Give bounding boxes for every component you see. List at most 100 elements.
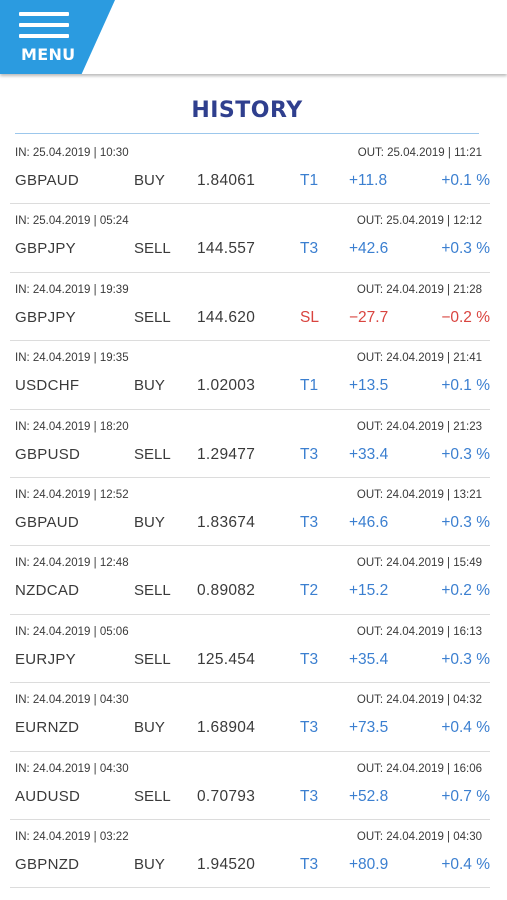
currency-pair: EURNZD xyxy=(15,719,80,737)
percent-result: +0.2 % xyxy=(441,582,490,600)
trade-row[interactable]: IN: 24.04.2019 | 05:06 OUT: 24.04.2019 | … xyxy=(10,615,490,684)
trade-row[interactable]: IN: 24.04.2019 | 18:20 OUT: 24.04.2019 | … xyxy=(10,410,490,478)
entry-price: 144.557 xyxy=(197,240,256,258)
target-level: T3 xyxy=(300,650,319,668)
trade-row[interactable]: IN: 25.04.2019 | 05:24 OUT: 25.04.2019 | … xyxy=(10,204,490,273)
entry-price: 1.29477 xyxy=(197,445,256,463)
currency-pair: GBPJPY xyxy=(15,308,76,326)
menu-button[interactable]: MENU xyxy=(0,0,115,74)
pips-result: +35.4 xyxy=(349,650,389,668)
entry-time: IN: 25.04.2019 | 05:24 xyxy=(15,215,129,228)
trade-row[interactable]: IN: 24.04.2019 | 19:35 OUT: 24.04.2019 | … xyxy=(10,341,490,410)
entry-price: 1.94520 xyxy=(197,855,256,873)
currency-pair: USDCHF xyxy=(15,377,80,395)
entry-time: IN: 24.04.2019 | 04:30 xyxy=(15,694,129,707)
exit-time: OUT: 25.04.2019 | 11:21 xyxy=(357,147,482,159)
trade-side: SELL xyxy=(134,582,171,600)
target-level: T1 xyxy=(300,377,319,395)
percent-result: +0.3 % xyxy=(441,513,490,531)
pips-result: −27.7 xyxy=(349,308,389,326)
percent-result: −0.2 % xyxy=(441,308,490,326)
pips-result: +52.8 xyxy=(349,787,389,805)
currency-pair: GBPJPY xyxy=(15,240,76,258)
target-level: T3 xyxy=(300,445,319,463)
target-level: SL xyxy=(300,308,319,326)
menu-label: MENU xyxy=(21,45,76,64)
pips-result: +46.6 xyxy=(349,513,389,531)
entry-time: IN: 24.04.2019 | 19:35 xyxy=(15,352,129,365)
percent-result: +0.7 % xyxy=(441,787,490,805)
page-title: HISTORY xyxy=(191,98,303,123)
top-bar: MENU xyxy=(0,0,507,74)
pips-result: +11.8 xyxy=(349,172,388,189)
pips-result: +33.4 xyxy=(349,445,389,463)
entry-price: 1.68904 xyxy=(197,719,256,737)
percent-result: +0.3 % xyxy=(441,445,490,463)
target-level: T1 xyxy=(300,172,319,189)
target-level: T3 xyxy=(300,855,319,873)
entry-price: 0.89082 xyxy=(197,582,256,600)
percent-result: +0.4 % xyxy=(441,719,490,737)
target-level: T3 xyxy=(300,719,319,737)
trade-history-list: IN: 25.04.2019 | 10:30 OUT: 25.04.2019 | … xyxy=(0,136,507,889)
trade-side: BUY xyxy=(134,172,165,189)
entry-price: 1.84061 xyxy=(197,172,256,189)
exit-time: OUT: 24.04.2019 | 04:32 xyxy=(356,694,482,707)
percent-result: +0.3 % xyxy=(441,240,490,258)
exit-time: OUT: 24.04.2019 | 13:21 xyxy=(356,488,482,501)
percent-result: +0.1 % xyxy=(441,172,490,189)
exit-time: OUT: 24.04.2019 | 21:28 xyxy=(356,283,482,296)
currency-pair: EURJPY xyxy=(15,650,76,668)
entry-time: IN: 24.04.2019 | 12:52 xyxy=(15,488,129,501)
pips-result: +73.5 xyxy=(349,719,389,737)
title-divider xyxy=(15,133,479,134)
entry-time: IN: 24.04.2019 | 04:30 xyxy=(15,762,129,775)
target-level: T3 xyxy=(300,513,319,531)
trade-side: SELL xyxy=(134,787,171,805)
exit-time: OUT: 24.04.2019 | 16:13 xyxy=(356,625,482,638)
currency-pair: NZDCAD xyxy=(15,582,80,600)
entry-price: 1.83674 xyxy=(197,513,256,531)
entry-price: 125.454 xyxy=(197,650,256,668)
trade-side: BUY xyxy=(134,377,165,395)
trade-row[interactable]: IN: 24.04.2019 | 03:22 OUT: 24.04.2019 | … xyxy=(10,820,490,889)
entry-time: IN: 25.04.2019 | 10:30 xyxy=(15,147,129,159)
entry-time: IN: 24.04.2019 | 05:06 xyxy=(15,625,129,638)
trade-side: SELL xyxy=(134,445,171,463)
percent-result: +0.1 % xyxy=(441,377,490,395)
pips-result: +15.2 xyxy=(349,582,389,600)
pips-result: +80.9 xyxy=(349,855,389,873)
pips-result: +13.5 xyxy=(349,377,389,395)
exit-time: OUT: 24.04.2019 | 04:30 xyxy=(356,830,482,843)
trade-row[interactable]: IN: 24.04.2019 | 12:48 OUT: 24.04.2019 | … xyxy=(10,546,490,615)
trade-row[interactable]: IN: 24.04.2019 | 12:52 OUT: 24.04.2019 | … xyxy=(10,478,490,547)
trade-side: BUY xyxy=(134,719,165,737)
trade-side: SELL xyxy=(134,240,171,258)
trade-side: BUY xyxy=(134,513,165,531)
entry-time: IN: 24.04.2019 | 03:22 xyxy=(15,830,129,843)
currency-pair: GBPAUD xyxy=(15,172,80,189)
exit-time: OUT: 24.04.2019 | 21:23 xyxy=(356,420,482,433)
exit-time: OUT: 25.04.2019 | 12:12 xyxy=(356,215,482,228)
trade-row[interactable]: IN: 24.04.2019 | 04:30 OUT: 24.04.2019 | … xyxy=(10,752,490,820)
trade-row[interactable]: IN: 25.04.2019 | 10:30 OUT: 25.04.2019 | … xyxy=(10,136,490,205)
target-level: T3 xyxy=(300,787,319,805)
exit-time: OUT: 24.04.2019 | 15:49 xyxy=(356,557,482,570)
entry-price: 1.02003 xyxy=(197,377,256,395)
trade-row[interactable]: IN: 24.04.2019 | 19:39 OUT: 24.04.2019 | … xyxy=(10,273,490,342)
trade-side: SELL xyxy=(134,650,171,668)
trade-row[interactable]: IN: 24.04.2019 | 04:30 OUT: 24.04.2019 | … xyxy=(10,683,490,752)
entry-price: 0.70793 xyxy=(197,787,256,805)
hamburger-icon xyxy=(19,12,69,45)
currency-pair: GBPAUD xyxy=(15,513,80,531)
currency-pair: GBPNZD xyxy=(15,855,80,873)
currency-pair: GBPUSD xyxy=(15,445,81,463)
entry-time: IN: 24.04.2019 | 19:39 xyxy=(15,283,129,296)
percent-result: +0.4 % xyxy=(441,855,490,873)
percent-result: +0.3 % xyxy=(441,650,490,668)
entry-time: IN: 24.04.2019 | 12:48 xyxy=(15,557,129,570)
exit-time: OUT: 24.04.2019 | 16:06 xyxy=(356,762,482,775)
trade-side: BUY xyxy=(134,855,165,873)
trade-side: SELL xyxy=(134,308,171,326)
exit-time: OUT: 24.04.2019 | 21:41 xyxy=(356,352,482,365)
